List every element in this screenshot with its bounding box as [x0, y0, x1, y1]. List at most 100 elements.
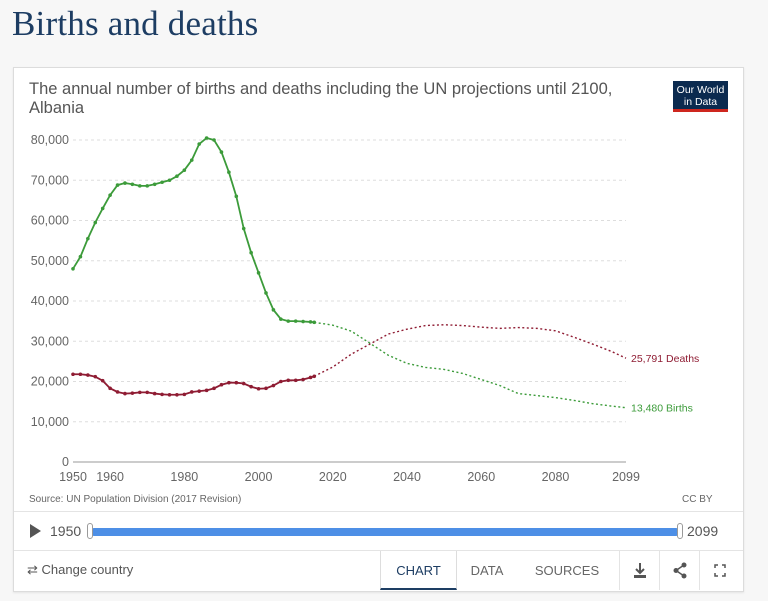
timeline-slider-track[interactable] [90, 528, 680, 536]
x-tick-label: 2080 [542, 470, 570, 484]
deaths-point [212, 386, 216, 391]
births-point [264, 291, 268, 295]
births-point [182, 168, 187, 172]
deaths-point [264, 386, 268, 391]
births-point [234, 194, 239, 199]
births-point [100, 206, 105, 211]
chart-card: The annual number of births and deaths i… [13, 67, 744, 592]
births-point [301, 319, 305, 324]
deaths-point [227, 380, 231, 385]
births-point [108, 193, 112, 197]
births-point [286, 319, 291, 323]
timeline-start-handle[interactable] [87, 523, 93, 539]
deaths-point [286, 378, 291, 383]
deaths-point [256, 386, 261, 391]
deaths-point [138, 390, 142, 395]
deaths-point [93, 374, 98, 379]
x-tick-label: 1950 [59, 470, 87, 484]
births-line [72, 136, 315, 324]
births-point [241, 226, 246, 231]
deaths-point [279, 379, 283, 384]
births-point [197, 142, 201, 146]
timeline-start-label: 1950 [50, 523, 82, 539]
births-point [175, 174, 179, 179]
births-point [271, 308, 276, 312]
share-icon [673, 562, 687, 579]
deaths-point [130, 391, 135, 395]
x-tick-label: 2040 [393, 470, 421, 484]
deaths-point [167, 392, 172, 397]
births-point [138, 184, 142, 188]
share-button[interactable] [659, 551, 700, 590]
page-title: Births and deaths [12, 4, 259, 43]
deaths-point [312, 374, 317, 379]
y-tick-label: 60,000 [31, 214, 69, 228]
births-point [212, 138, 216, 142]
births-point [293, 319, 298, 323]
fullscreen-button[interactable] [699, 551, 740, 590]
births-point [71, 267, 75, 271]
births-point [152, 182, 157, 187]
fullscreen-icon [714, 564, 726, 577]
births-point [204, 136, 209, 140]
deaths-point [100, 378, 105, 383]
tab-chart[interactable]: CHART [380, 551, 457, 590]
deaths-point [189, 390, 194, 394]
y-tick-label: 80,000 [31, 133, 69, 147]
play-icon[interactable] [30, 524, 41, 538]
deaths-point [182, 392, 187, 397]
deaths-point [71, 372, 75, 377]
deaths-point [197, 389, 201, 393]
y-tick-label: 20,000 [31, 375, 69, 389]
births-point [279, 317, 283, 321]
deaths-point [301, 377, 305, 382]
deaths-point [219, 382, 224, 387]
births-point [312, 320, 317, 325]
births-point [130, 182, 135, 187]
deaths-point [204, 388, 209, 393]
x-tick-label: 2020 [319, 470, 347, 484]
owid-logo[interactable]: Our World in Data [673, 81, 728, 112]
license-label[interactable]: CC BY [682, 494, 713, 505]
tab-data[interactable]: DATA [470, 563, 504, 578]
x-tick-label: 1960 [96, 470, 124, 484]
births-point [145, 184, 150, 188]
x-tick-label: 2000 [245, 470, 273, 484]
deaths-point [108, 386, 112, 391]
births-point [86, 236, 90, 241]
y-tick-label: 50,000 [31, 254, 69, 268]
download-icon [634, 563, 646, 578]
x-tick-label: 2099 [612, 470, 640, 484]
births-point [189, 158, 194, 162]
divider [14, 511, 743, 512]
births-point [123, 181, 127, 185]
logo-line-1: Our World [676, 84, 725, 96]
y-tick-label: 40,000 [31, 294, 69, 308]
deaths-point [160, 392, 164, 397]
y-tick-label: 30,000 [31, 334, 69, 348]
change-country-button[interactable]: ⇄ Change country [27, 562, 134, 577]
deaths-point [249, 384, 253, 389]
chart-title: The annual number of births and deaths i… [29, 80, 613, 117]
tab-sources[interactable]: SOURCES [534, 563, 600, 578]
y-tick-label: 10,000 [31, 415, 69, 429]
births-point [219, 150, 224, 154]
divider [14, 550, 743, 551]
line-chart: 0 10,000 20,000 30,000 40,000 50,000 60,000 70,… [31, 133, 700, 484]
deaths-point [78, 372, 83, 377]
deaths-point [86, 373, 90, 377]
deaths-point [145, 390, 150, 395]
timeline-end-label: 2099 [687, 523, 719, 539]
deaths-point [293, 378, 298, 383]
births-point [227, 170, 231, 174]
births-point [249, 250, 253, 255]
deaths-point [234, 380, 239, 385]
source-note[interactable]: Source: UN Population Division (2017 Rev… [29, 494, 242, 505]
births-point [308, 320, 313, 324]
births-point [160, 180, 164, 185]
timeline-end-handle[interactable] [677, 523, 683, 539]
y-tick-label: 0 [62, 455, 69, 469]
births-end-label: 13,480 Births [631, 403, 693, 415]
download-button[interactable] [619, 551, 660, 590]
x-tick-label: 2060 [467, 470, 495, 484]
